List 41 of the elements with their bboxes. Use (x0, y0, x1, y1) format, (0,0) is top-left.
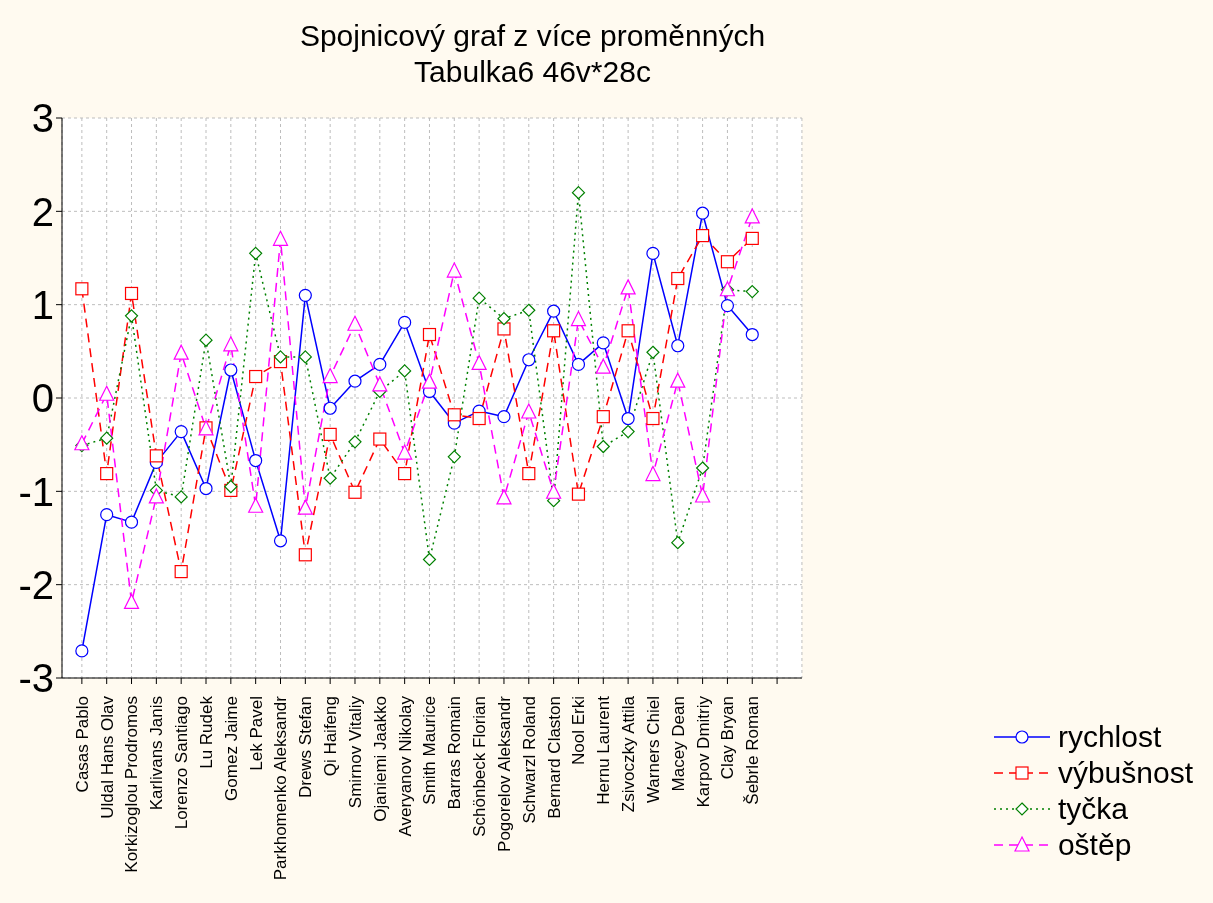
y-tick-label: 3 (31, 96, 54, 141)
x-tick-label: Hernu Laurent (594, 695, 614, 805)
x-tick-label: Parkhomenko Aleksandr (271, 695, 291, 881)
x-tick-label: Karlivans Janis (147, 696, 167, 811)
x-tick-label: Barras Romain (445, 696, 465, 810)
legend-label: výbušnost (1057, 756, 1193, 790)
x-tick-label: Warners Chiel (643, 696, 663, 804)
legend-label: oštěp (1057, 828, 1132, 862)
x-tick-label: Bernard Claston (544, 696, 564, 819)
x-tick-label: Gomez Jaime (221, 696, 241, 801)
x-tick-label: Clay Bryan (718, 696, 738, 780)
x-tick-label: Qi Haifeng (321, 696, 341, 777)
chart-title: Spojnicový graf z více proměnných (298, 18, 767, 54)
x-tick-label: Smith Maurice (420, 696, 440, 805)
y-tick-label: 0 (31, 376, 54, 421)
x-tick-label: Zsivoczky Attila (619, 695, 639, 813)
x-tick-label: Šebrle Roman (743, 696, 763, 805)
x-tick-label: Pogorelov Aleksandr (494, 695, 514, 852)
x-tick-label: Drews Stefan (296, 696, 316, 799)
x-tick-label: Ojaniemi Jaakko (370, 696, 390, 822)
x-tick-label: Lek Pavel (246, 696, 266, 771)
y-tick-label: 2 (31, 189, 54, 234)
x-tick-label: Averyanov Nikolay (395, 695, 415, 837)
x-tick-label: Schwarzl Roland (519, 696, 539, 824)
x-tick-label: Karpov Dmitriy (693, 695, 713, 808)
y-tick-label: 1 (31, 282, 54, 327)
x-tick-label: Nool Erki (569, 696, 589, 765)
x-tick-label: Uldal Hans Olav (97, 695, 117, 819)
x-tick-label: Casas Pablo (72, 696, 92, 793)
x-tick-label: Smirnov Vitaliy (345, 695, 365, 809)
legend-label: tyčka (1057, 792, 1128, 826)
x-tick-label: Lorenzo Santiago (172, 696, 192, 830)
x-tick-label: Korkizoglou Prodromos (122, 696, 142, 873)
x-tick-label: Lu Rudek (196, 695, 216, 769)
y-tick-label: -2 (18, 562, 54, 607)
chart-subtitle: Tabulka6 46v*28c (413, 54, 652, 90)
x-tick-label: Schönbeck Florian (470, 696, 490, 837)
x-tick-label: Macey Dean (668, 696, 688, 792)
y-tick-label: -3 (18, 656, 54, 701)
y-tick-label: -1 (18, 469, 54, 514)
legend-label: rychlost (1057, 720, 1162, 754)
